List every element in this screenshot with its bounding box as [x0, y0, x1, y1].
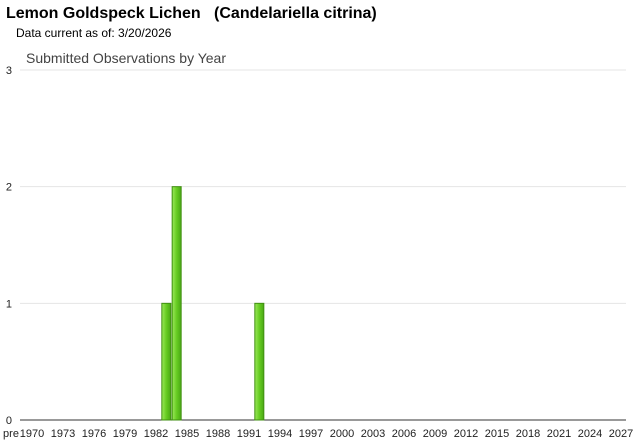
x-tick-label: 2009 — [423, 428, 447, 440]
y-tick-label: 0 — [6, 415, 12, 427]
x-tick-label: 2015 — [485, 428, 509, 440]
page-title: Lemon Goldspeck Lichen (Candelariella ci… — [6, 5, 377, 22]
x-tick-label: 1985 — [175, 428, 199, 440]
y-tick-label: 2 — [6, 182, 12, 194]
x-tick-label: pre — [3, 428, 19, 440]
chart-title: Submitted Observations by Year — [26, 50, 226, 66]
x-tick-label: 2027 — [609, 428, 633, 440]
x-tick-label: 1991 — [237, 428, 261, 440]
x-tick-label: 2012 — [454, 428, 478, 440]
x-tick-label: 2000 — [330, 428, 354, 440]
x-tick-label: 2024 — [578, 428, 602, 440]
x-tick-label: 1976 — [82, 428, 106, 440]
bar-1984 — [171, 186, 182, 421]
y-tick-label: 3 — [6, 65, 12, 77]
x-tick-label: 2006 — [392, 428, 416, 440]
bar-1983 — [161, 302, 172, 421]
x-tick-label: 2018 — [516, 428, 540, 440]
data-date-subtitle: Data current as of: 3/20/2026 — [16, 26, 172, 40]
x-tick-label: 1997 — [299, 428, 323, 440]
x-tick-label: 1982 — [144, 428, 168, 440]
x-tick-label: 2021 — [547, 428, 571, 440]
x-tick-label: 1979 — [113, 428, 137, 440]
x-tick-label: 2003 — [361, 428, 385, 440]
y-tick-label: 1 — [6, 298, 12, 310]
bar-1992 — [254, 302, 265, 421]
x-tick-label: 1973 — [51, 428, 75, 440]
x-tick-label: 1994 — [268, 428, 292, 440]
x-tick-label: 1988 — [206, 428, 230, 440]
x-tick-label: 1970 — [20, 428, 44, 440]
